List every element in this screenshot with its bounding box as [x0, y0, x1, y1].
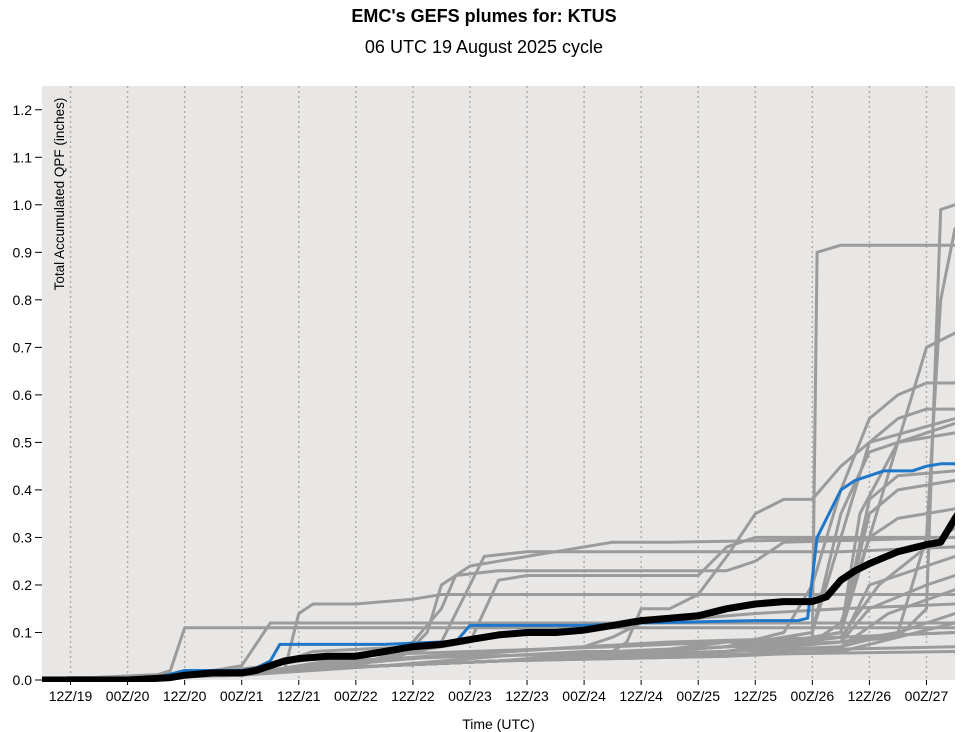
x-tick-label: 12Z/26 [848, 688, 892, 704]
y-tick-label: 1.1 [13, 149, 33, 165]
x-tick-label: 00Z/25 [676, 688, 720, 704]
x-tick-label: 00Z/24 [562, 688, 606, 704]
x-tick-label: 00Z/21 [220, 688, 264, 704]
chart-title: EMC's GEFS plumes for: KTUS [351, 6, 617, 26]
y-axis-label: Total Accumulated QPF (inches) [52, 98, 67, 291]
x-tick-label: 00Z/23 [448, 688, 492, 704]
x-tick-label: 12Z/22 [391, 688, 435, 704]
x-axis-label: Time (UTC) [462, 716, 535, 732]
y-tick-label: 0.9 [13, 244, 33, 260]
x-tick-label: 00Z/20 [106, 688, 150, 704]
y-tick-label: 0.3 [13, 529, 33, 545]
chart-subtitle: 06 UTC 19 August 2025 cycle [364, 37, 604, 57]
plot-background [42, 86, 955, 680]
y-tick-label: 0.4 [13, 482, 33, 498]
x-tick-label: 00Z/22 [334, 688, 378, 704]
y-tick-label: 1.0 [13, 197, 33, 213]
y-tick-label: 0.7 [13, 339, 33, 355]
member-line-30 [42, 602, 955, 682]
x-tick-label: 12Z/23 [505, 688, 549, 704]
y-tick-label: 0.6 [13, 387, 33, 403]
member-line-8 [42, 417, 955, 682]
x-tick-label: 12Z/21 [277, 688, 321, 704]
x-tick-label: 12Z/20 [163, 688, 207, 704]
mean-line [42, 512, 955, 682]
y-tick-label: 0.5 [13, 434, 33, 450]
y-tick-label: 0.2 [13, 577, 33, 593]
y-tick-label: 0.1 [13, 624, 33, 640]
x-tick-label: 12Z/24 [619, 688, 663, 704]
x-tick-label: 00Z/26 [791, 688, 835, 704]
y-tick-label: 0.8 [13, 292, 33, 308]
series-group [42, 203, 955, 682]
y-tick-label: 1.2 [13, 102, 33, 118]
x-tick-label: 12Z/25 [733, 688, 777, 704]
x-tick-label: 12Z/19 [49, 688, 93, 704]
y-tick-label: 0.0 [13, 672, 33, 688]
x-tick-label: 00Z/27 [905, 688, 949, 704]
